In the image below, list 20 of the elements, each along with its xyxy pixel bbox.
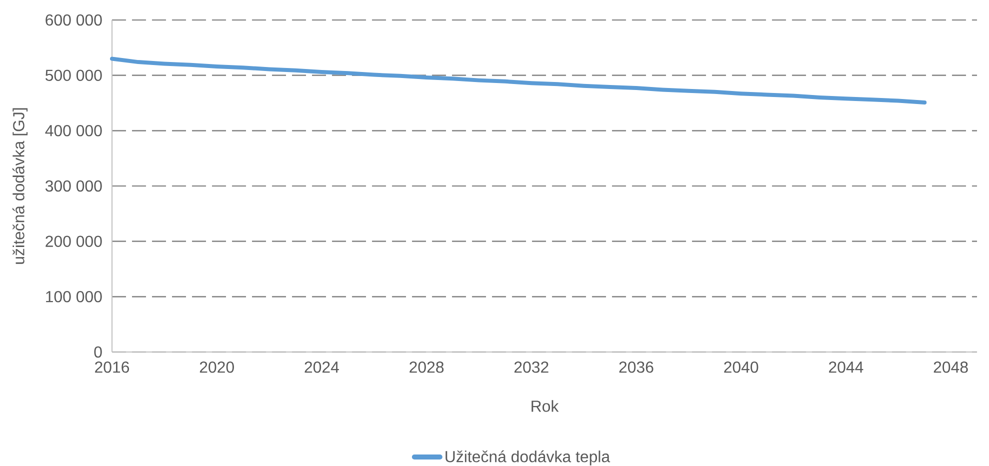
x-tick-label: 2020 xyxy=(200,362,234,373)
x-tick-label: 2040 xyxy=(724,362,758,373)
y-axis-title: užitečná dodávka [GJ] xyxy=(12,108,28,264)
x-tick-label: 2028 xyxy=(410,362,444,373)
y-tick-label: 400 000 xyxy=(45,125,102,136)
y-tick-label: 200 000 xyxy=(46,236,102,247)
line-series xyxy=(110,56,927,104)
y-tick-label: 300 000 xyxy=(45,180,102,192)
y-tick-label: 0 xyxy=(94,346,102,358)
y-tick-label: 100 000 xyxy=(46,291,102,302)
x-tick-label: 2044 xyxy=(829,362,864,373)
x-axis-title: Rok xyxy=(532,400,559,412)
x-tick-label: 2036 xyxy=(619,362,654,373)
legend-label: Užitečná dodávka tepla xyxy=(446,450,610,466)
x-tick-label: 2024 xyxy=(304,362,339,373)
x-tick-label: 2048 xyxy=(934,362,968,373)
y-tick-label: 600 000 xyxy=(46,14,102,26)
y-tick-label: 500 000 xyxy=(46,70,102,81)
x-tick-label: 2016 xyxy=(95,362,130,373)
x-tick-label: 2032 xyxy=(514,362,548,373)
